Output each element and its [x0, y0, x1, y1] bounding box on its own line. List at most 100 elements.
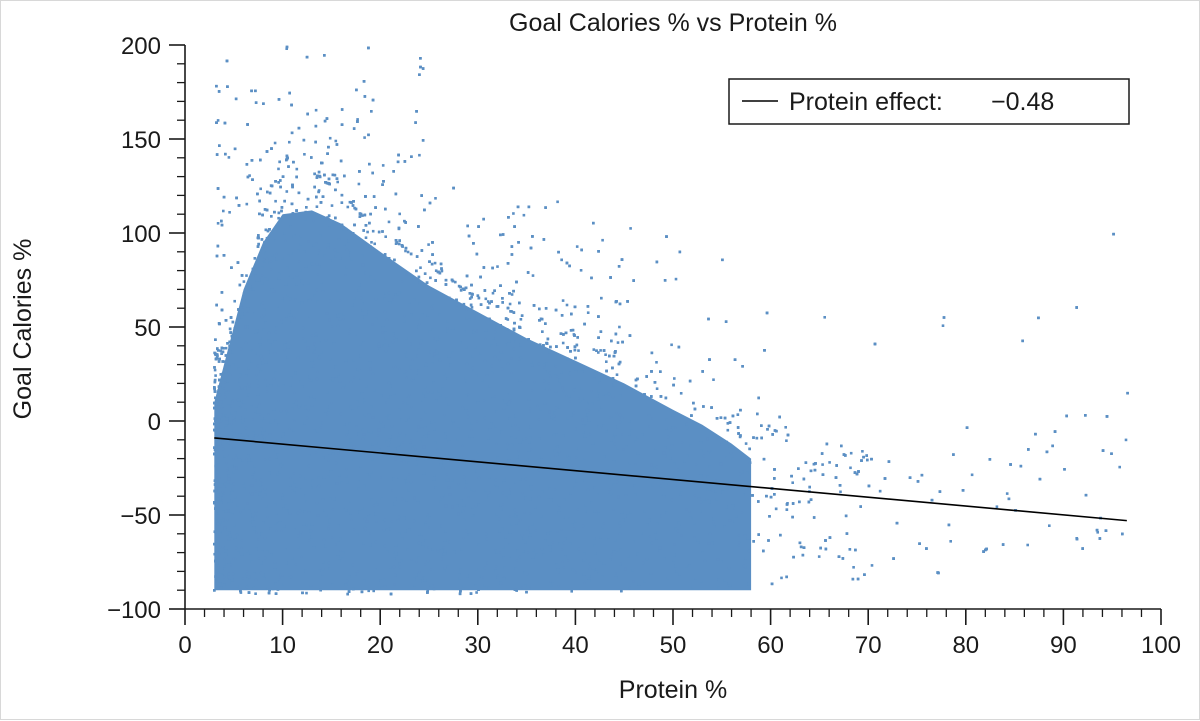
scatter-point: [335, 143, 339, 146]
scatter-point: [361, 437, 365, 441]
scatter-point: [215, 520, 219, 524]
scatter-point: [347, 239, 350, 243]
scatter-point: [379, 421, 383, 424]
scatter-point: [554, 363, 558, 367]
scatter-point: [462, 518, 466, 522]
scatter-point: [725, 456, 728, 459]
scatter-point: [411, 446, 414, 449]
scatter-point: [1063, 468, 1066, 471]
scatter-point: [1084, 493, 1088, 497]
scatter-point: [220, 493, 223, 497]
scatter-point: [215, 415, 218, 418]
scatter-point: [215, 549, 219, 552]
scatter-point: [609, 492, 613, 496]
scatter-point: [215, 445, 218, 448]
scatter-point: [736, 413, 740, 416]
scatter-point: [259, 278, 262, 281]
scatter-point: [555, 563, 559, 566]
scatter-point: [417, 369, 420, 372]
scatter-point: [592, 348, 596, 351]
scatter-point: [311, 263, 315, 266]
scatter-point: [304, 476, 307, 480]
scatter-point: [243, 443, 246, 447]
scatter-point: [400, 497, 404, 501]
scatter-point: [444, 278, 448, 282]
scatter-point: [217, 586, 220, 589]
scatter-point: [839, 490, 842, 494]
scatter-point: [301, 337, 305, 340]
scatter-point: [502, 556, 505, 560]
scatter-point: [491, 266, 494, 270]
scatter-point: [398, 565, 401, 569]
scatter-point: [283, 525, 286, 528]
scatter-point: [498, 358, 501, 362]
scatter-point: [260, 427, 263, 431]
scatter-point: [254, 578, 258, 581]
scatter-point: [333, 248, 336, 252]
scatter-point: [352, 359, 356, 362]
scatter-point: [236, 503, 239, 507]
scatter-point: [570, 413, 573, 417]
scatter-point: [226, 432, 229, 435]
scatter-point: [372, 589, 375, 593]
scatter-point: [230, 581, 234, 585]
scatter-point: [352, 376, 356, 379]
scatter-point: [398, 239, 401, 242]
scatter-point: [367, 310, 371, 314]
scatter-point: [258, 484, 262, 487]
scatter-point: [254, 592, 257, 595]
scatter-point: [279, 179, 282, 182]
scatter-point: [336, 314, 340, 318]
scatter-point: [421, 399, 424, 402]
scatter-point: [512, 212, 515, 215]
scatter-point: [596, 493, 599, 496]
scatter-point: [439, 262, 443, 266]
scatter-point: [385, 401, 388, 404]
scatter-point: [327, 214, 331, 217]
scatter-point: [505, 496, 508, 499]
scatter-point: [406, 250, 410, 254]
scatter-point: [250, 484, 254, 487]
scatter-point: [400, 457, 403, 460]
scatter-point: [670, 343, 673, 347]
scatter-point: [632, 580, 635, 583]
scatter-point: [280, 318, 283, 322]
scatter-point: [356, 570, 360, 573]
scatter-point: [363, 413, 367, 417]
scatter-point: [602, 522, 606, 525]
scatter-point: [216, 506, 220, 510]
scatter-point: [315, 377, 319, 381]
scatter-point: [578, 399, 582, 403]
scatter-point: [785, 439, 788, 442]
scatter-point: [515, 522, 518, 525]
scatter-point: [654, 447, 658, 450]
scatter-point: [389, 395, 392, 399]
scatter-point: [331, 173, 335, 177]
scatter-point: [373, 242, 376, 246]
scatter-point: [600, 296, 603, 300]
scatter-point: [1096, 531, 1099, 534]
scatter-point: [581, 524, 585, 528]
scatter-point: [416, 457, 420, 461]
scatter-point: [773, 468, 776, 471]
scatter-point: [334, 139, 338, 143]
scatter-point: [288, 427, 291, 431]
scatter-point: [618, 524, 622, 528]
scatter-point: [252, 526, 256, 529]
scatter-point: [744, 557, 747, 560]
scatter-point: [490, 371, 494, 375]
scatter-point: [528, 497, 532, 501]
scatter-point: [553, 411, 557, 414]
scatter-point: [219, 419, 223, 423]
scatter-point: [345, 579, 349, 583]
scatter-point: [558, 542, 561, 546]
scatter-point: [748, 461, 752, 464]
scatter-point: [517, 450, 520, 453]
scatter-point: [692, 522, 696, 525]
scatter-point: [446, 329, 449, 333]
scatter-point: [262, 102, 265, 105]
scatter-point: [791, 481, 794, 484]
scatter-point: [229, 491, 232, 495]
scatter-point: [920, 473, 924, 477]
scatter-point: [251, 475, 254, 479]
